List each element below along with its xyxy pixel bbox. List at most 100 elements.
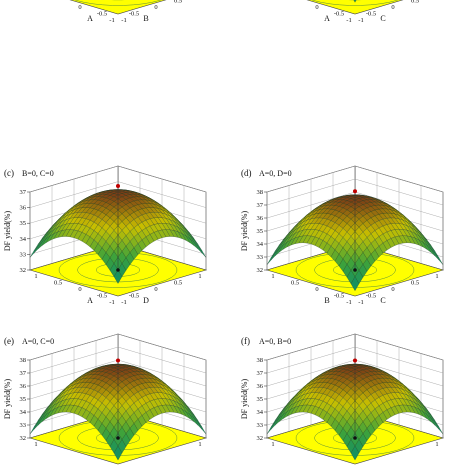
response-surface: [29, 363, 207, 461]
x-tick-label: -1: [346, 299, 351, 306]
x-tick-label: -1: [109, 299, 114, 306]
y-tick-label: -0.5: [334, 293, 344, 300]
peak-floor-marker: [353, 436, 357, 440]
panel-condition: A=0, B=0: [259, 337, 291, 346]
z-tick-label: 34: [257, 409, 264, 416]
surface-facet: [113, 445, 123, 461]
x-tick-label: -1: [109, 17, 114, 24]
z-tick-label: 38: [257, 357, 264, 364]
x-tick-label: 0.5: [411, 280, 419, 287]
z-gridline: [266, 178, 444, 206]
y-tick-label: -0.5: [97, 11, 107, 18]
panel-label: (e): [4, 336, 14, 346]
surface-facet: [350, 445, 360, 461]
z-tick-label: 36: [257, 215, 264, 222]
floor-contour: [314, 425, 396, 451]
z-tick-label: 37: [257, 202, 264, 209]
x-tick-label: 1: [198, 441, 201, 448]
z-tick-label: 36: [257, 383, 264, 390]
z-tick-label: 35: [20, 220, 27, 227]
y-axis-label: A: [87, 296, 93, 305]
x-tick-label: 0: [154, 4, 157, 11]
z-tick-label: 36: [20, 383, 27, 390]
response-surface: [266, 363, 444, 461]
z-axis-label: DF yield(%): [240, 379, 249, 420]
z-tick-label: 38: [20, 357, 27, 364]
z-gridline: [29, 181, 207, 208]
z-tick-label: 34: [20, 236, 27, 243]
floor-contour: [74, 0, 162, 6]
peak-marker: [353, 189, 357, 194]
floor-plane: [306, 0, 404, 15]
z-gridline: [29, 333, 207, 361]
peak-floor-marker: [116, 436, 120, 440]
x-tick-label: 0: [391, 286, 394, 293]
x-tick-label: 0: [391, 4, 394, 11]
y-tick-label: 1: [34, 273, 37, 280]
peak-marker: [116, 184, 120, 188]
y-tick-label: 1: [271, 441, 274, 448]
y-tick-label: -1: [121, 17, 126, 24]
z-gridline: [29, 346, 207, 374]
x-tick-label: -0.5: [129, 11, 139, 18]
z-axis-label: DF yield(%): [240, 211, 249, 252]
y-tick-label: 0: [78, 4, 81, 11]
response-surface: [29, 189, 207, 284]
z-gridline: [266, 165, 444, 193]
floor-contour: [295, 252, 415, 288]
panel-a: 3233343536DF yield(%)0.50-0.5-1-0.50-1BA: [69, 0, 182, 24]
z-tick-label: 38: [257, 189, 264, 196]
z-tick-label: 32: [20, 435, 27, 442]
y-tick-label: -1: [121, 299, 126, 306]
x-tick-label: 1: [198, 273, 201, 280]
y-tick-label: -0.5: [334, 11, 344, 18]
y-tick-label: 1: [34, 441, 37, 448]
z-tick-label: 32: [257, 267, 264, 274]
floor-contour: [77, 257, 159, 283]
x-axis-label: C: [380, 296, 385, 305]
z-tick-label: 37: [20, 189, 27, 196]
y-tick-label: 1: [271, 273, 274, 280]
surface-facet: [353, 0, 357, 3]
z-gridline: [266, 333, 444, 361]
z-gridline: [266, 346, 444, 374]
z-tick-label: 33: [20, 251, 27, 258]
peak-marker: [116, 358, 120, 363]
x-tick-label: -0.5: [366, 293, 376, 300]
z-axis-label: DF yield(%): [3, 211, 12, 252]
y-axis-label: A: [87, 14, 93, 23]
floor-contour: [96, 263, 140, 277]
x-tick-label: 0.5: [411, 0, 419, 5]
peak-floor-marker: [353, 268, 357, 272]
x-axis-label: D: [143, 296, 149, 305]
y-tick-label: 0.5: [291, 280, 299, 287]
z-tick-label: 34: [257, 241, 264, 248]
floor-contour: [314, 257, 396, 283]
surface-facet: [113, 269, 123, 284]
x-axis-label: C: [380, 14, 385, 23]
z-tick-label: 37: [20, 370, 27, 377]
z-tick-label: 37: [257, 370, 264, 377]
panel-b: 3233343536DF yield(%)0.50-0.5-1-0.50-1CA: [306, 0, 419, 24]
floor-contour: [58, 420, 178, 456]
z-tick-label: 33: [257, 254, 264, 261]
panel-label: (c): [4, 168, 14, 178]
z-tick-label: 35: [20, 396, 27, 403]
panel-f: 32 33 34 35 36 37 38 DF yield(%) 1 1 (f) A=0, B=0: [240, 333, 445, 465]
x-axis-label: B: [143, 14, 148, 23]
x-tick-label: -0.5: [366, 11, 376, 18]
floor-contour: [311, 0, 399, 6]
y-tick-label: 0: [315, 286, 318, 293]
x-tick-label: 0.5: [174, 280, 182, 287]
y-tick-label: 0: [315, 4, 318, 11]
z-tick-label: 33: [257, 422, 264, 429]
z-tick-label: 32: [257, 435, 264, 442]
x-tick-label: -1: [346, 17, 351, 24]
y-axis-label: A: [324, 14, 330, 23]
z-gridline: [29, 165, 207, 193]
panel-condition: A=0, D=0: [259, 169, 292, 178]
y-tick-label: 0.5: [54, 280, 62, 287]
